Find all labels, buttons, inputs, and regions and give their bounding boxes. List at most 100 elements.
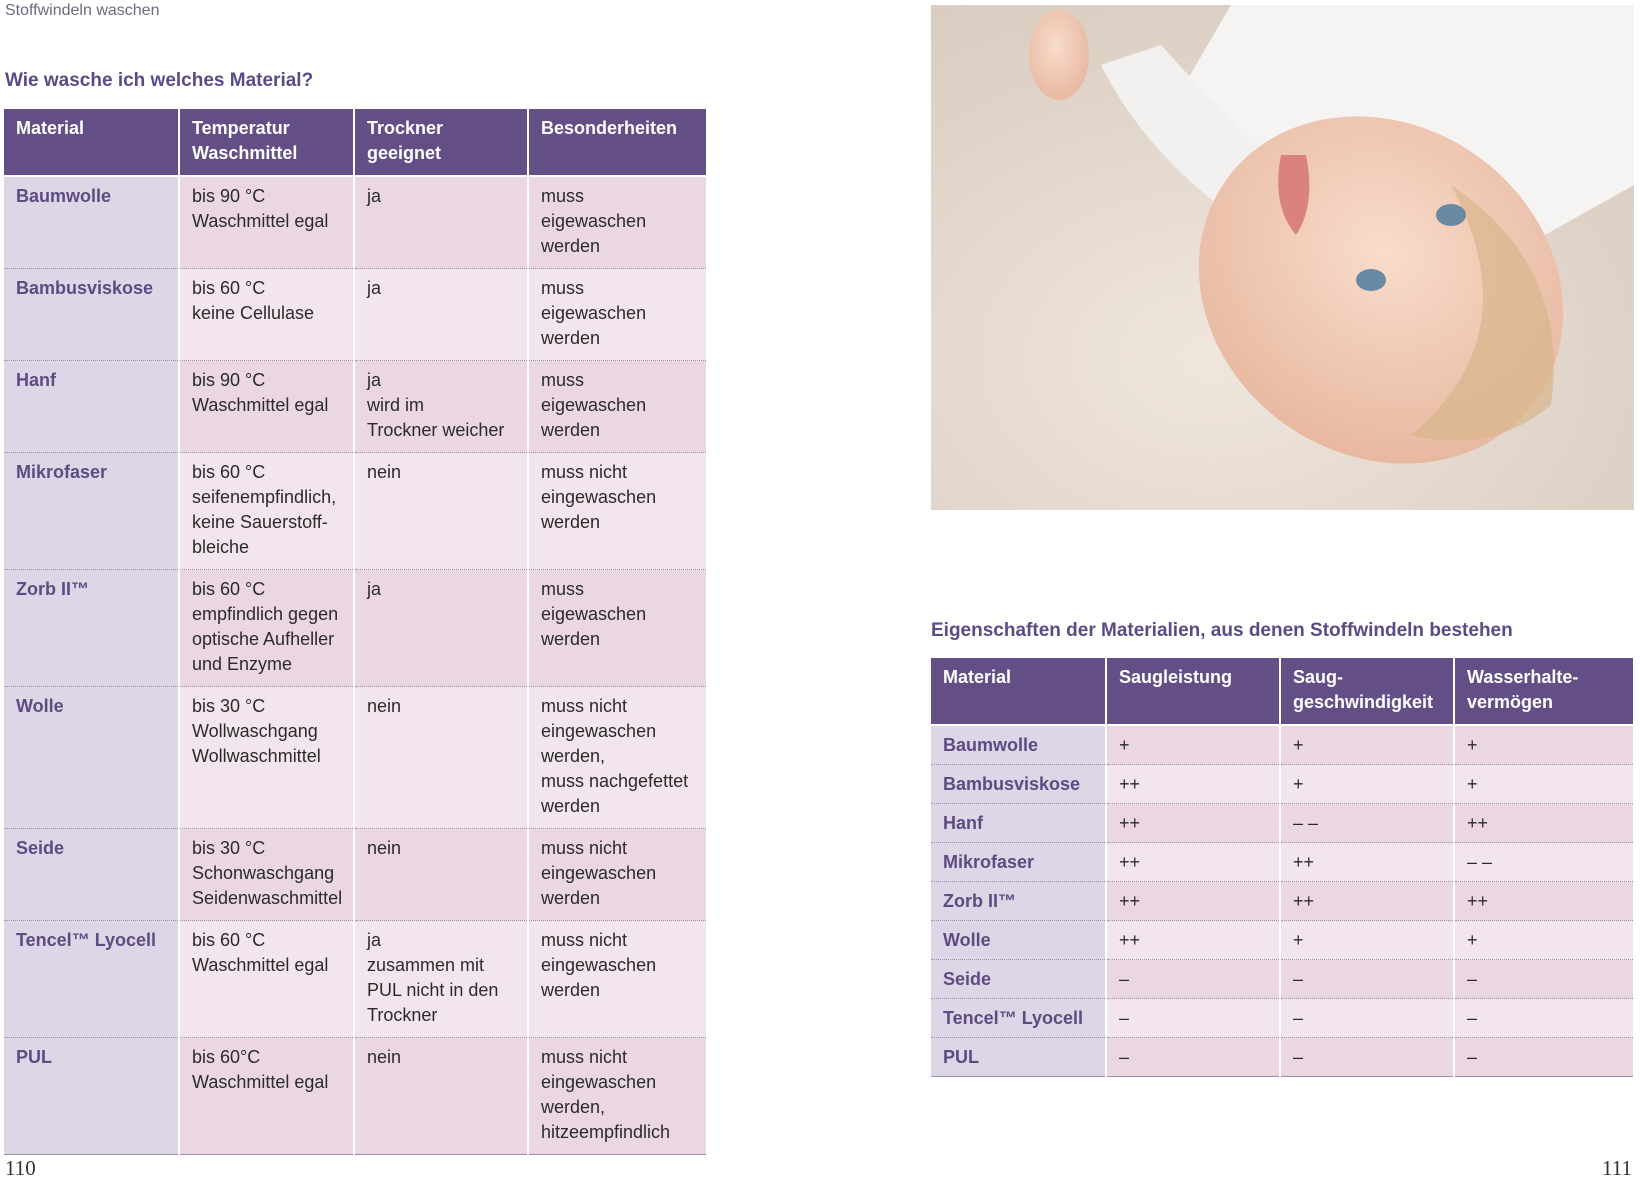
table-title: Wie wasche ich welches Material? (5, 70, 314, 91)
header-row: Material Saugleistung Saug- geschwindigkei… (931, 658, 1635, 726)
cell: bis 30 °C Schonwaschgang Seidenwaschmitt… (179, 828, 355, 921)
cell: + (1280, 764, 1455, 804)
table-row: Wolle ++ + + (931, 920, 1635, 960)
column-header: Material (931, 658, 1107, 726)
cell: ++ (1106, 803, 1281, 843)
cell: bis 60 °C keine Cellulase (179, 268, 355, 361)
cell: bis 60 °C Waschmittel egal (179, 920, 355, 1038)
cell: – – (1280, 803, 1455, 843)
cell: ++ (1280, 881, 1455, 921)
cell: ja (354, 268, 529, 361)
column-header: Temperatur Waschmittel (179, 109, 355, 177)
material-cell: Seide (931, 959, 1107, 999)
material-cell: Tencel™ Lyocell (4, 920, 180, 1038)
table-row: PUL bis 60°C Waschmittel egal nein muss nic… (4, 1037, 708, 1155)
cell: ++ (1106, 920, 1281, 960)
table-row: Seide bis 30 °C Schonwaschgang Seidenwasc… (4, 828, 708, 921)
material-cell: Baumwolle (4, 176, 180, 269)
table-row: Hanf bis 90 °C Waschmittel egal ja wird im… (4, 360, 708, 453)
material-cell: Seide (4, 828, 180, 921)
column-header: Trockner geeignet (354, 109, 529, 177)
cell: nein (354, 1037, 529, 1155)
table-row: Tencel™ Lyocell – – – (931, 998, 1635, 1038)
material-cell: Zorb II™ (4, 569, 180, 687)
cell: ++ (1454, 881, 1635, 921)
table-title: Eigenschaften der Materialien, aus denen… (931, 620, 1513, 641)
material-cell: PUL (4, 1037, 180, 1155)
cell: bis 90 °C Waschmittel egal (179, 360, 355, 453)
cell: – (1106, 959, 1281, 999)
material-cell: Wolle (931, 920, 1107, 960)
material-cell: Hanf (931, 803, 1107, 843)
cell: bis 60°C Waschmittel egal (179, 1037, 355, 1155)
cell: – (1280, 1037, 1455, 1077)
page-number: 111 (1602, 1156, 1632, 1180)
properties-table: Material Saugleistung Saug- geschwindigkei… (931, 658, 1635, 1077)
table-row: Baumwolle bis 90 °C Waschmittel egal ja mus… (4, 176, 708, 269)
cell: ++ (1106, 764, 1281, 804)
photo (931, 5, 1634, 510)
cell: muss nicht eingewaschen werden (528, 828, 708, 921)
washing-table: Material Temperatur Waschmittel Trockner g… (4, 109, 708, 1155)
cell: bis 60 °C seifenempfindlich, keine Sauer… (179, 452, 355, 570)
cell: muss nicht eingewaschen werden, muss nac… (528, 686, 708, 829)
cell: + (1280, 725, 1455, 765)
column-header: Besonderheiten (528, 109, 708, 177)
material-cell: Zorb II™ (931, 881, 1107, 921)
material-cell: Wolle (4, 686, 180, 829)
table-row: PUL – – – (931, 1037, 1635, 1077)
table-row: Tencel™ Lyocell bis 60 °C Waschmittel ega… (4, 920, 708, 1038)
cell: muss eigewaschen werden (528, 569, 708, 687)
table-row: Mikrofaser ++ ++ – – (931, 842, 1635, 882)
table-row: Seide – – – (931, 959, 1635, 999)
cell: ja (354, 176, 529, 269)
cell: + (1106, 725, 1281, 765)
material-cell: Bambusviskose (4, 268, 180, 361)
cell: bis 60 °C empfindlich gegen optische Auf… (179, 569, 355, 687)
cell: muss eigewaschen werden (528, 268, 708, 361)
cell: – (1454, 998, 1635, 1038)
cell: muss eigewaschen werden (528, 176, 708, 269)
cell: nein (354, 828, 529, 921)
cell: ++ (1280, 842, 1455, 882)
cell: – (1280, 959, 1455, 999)
material-cell: Mikrofaser (4, 452, 180, 570)
cell: ++ (1454, 803, 1635, 843)
material-cell: PUL (931, 1037, 1107, 1077)
table-row: Mikrofaser bis 60 °C seifenempfindlich, k… (4, 452, 708, 570)
column-header: Saugleistung (1106, 658, 1281, 726)
cell: bis 90 °C Waschmittel egal (179, 176, 355, 269)
cell: + (1454, 725, 1635, 765)
cell: ++ (1106, 881, 1281, 921)
table-row: Baumwolle + + + (931, 725, 1635, 765)
column-header: Wasserhalte- vermögen (1454, 658, 1635, 726)
cell: – (1106, 998, 1281, 1038)
column-header: Material (4, 109, 180, 177)
cell: ++ (1106, 842, 1281, 882)
cell: ja zusammen mit PUL nicht in den Trockne… (354, 920, 529, 1038)
cell: nein (354, 452, 529, 570)
cell: – (1280, 998, 1455, 1038)
table-row: Bambusviskose bis 60 °C keine Cellulase ja… (4, 268, 708, 361)
cell: – (1454, 959, 1635, 999)
material-cell: Tencel™ Lyocell (931, 998, 1107, 1038)
cell: ja (354, 569, 529, 687)
cell: muss eigewaschen werden (528, 360, 708, 453)
material-cell: Baumwolle (931, 725, 1107, 765)
material-cell: Hanf (4, 360, 180, 453)
cell: muss nicht eingewaschen werden, hitzeemp… (528, 1037, 708, 1155)
table-row: Zorb II™ bis 60 °C empfindlich gegen opti… (4, 569, 708, 687)
cell: muss nicht eingewaschen werden (528, 920, 708, 1038)
material-cell: Bambusviskose (931, 764, 1107, 804)
page-number: 110 (5, 1156, 36, 1180)
header-row: Material Temperatur Waschmittel Trockner g… (4, 109, 708, 177)
material-cell: Mikrofaser (931, 842, 1107, 882)
cell: ja wird im Trockner weicher (354, 360, 529, 453)
table-row: Zorb II™ ++ ++ ++ (931, 881, 1635, 921)
cell: bis 30 °C Wollwaschgang Wollwaschmittel (179, 686, 355, 829)
cell: – – (1454, 842, 1635, 882)
column-header: Saug- geschwindigkeit (1280, 658, 1455, 726)
cell: – (1454, 1037, 1635, 1077)
running-title: Stoffwindeln waschen (5, 2, 160, 19)
